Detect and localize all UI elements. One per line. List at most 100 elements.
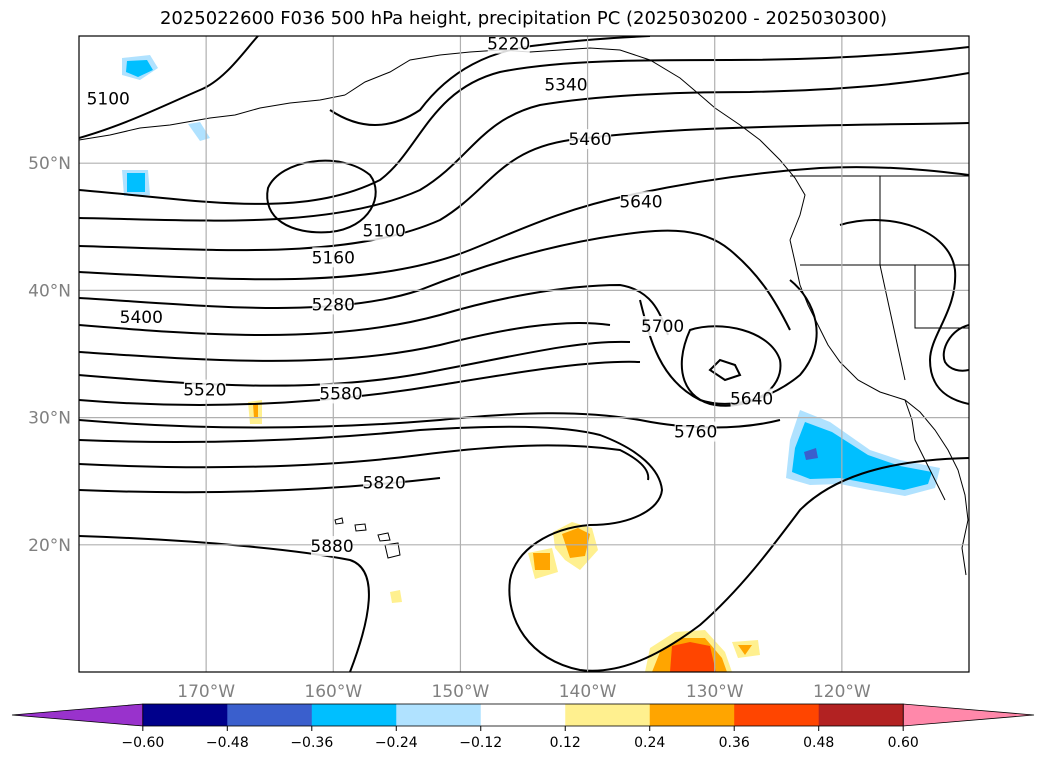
lon-tick-label: 150°W bbox=[432, 682, 490, 702]
baja-coast bbox=[904, 399, 946, 501]
colorbar-swatch bbox=[734, 704, 820, 726]
contour-5640 bbox=[79, 166, 969, 281]
contour-5580 bbox=[79, 360, 641, 406]
contour-label-bg bbox=[120, 307, 163, 328]
contour-5340 bbox=[79, 46, 969, 205]
contour-label-bg bbox=[619, 191, 662, 212]
contour-label-bg bbox=[730, 388, 773, 409]
lon-tick-label: 160°W bbox=[304, 682, 362, 702]
coastlines bbox=[79, 47, 969, 576]
colorbar-label: 0.12 bbox=[550, 735, 581, 751]
contour-label-bg bbox=[487, 36, 530, 54]
precip-positive-area bbox=[253, 404, 258, 418]
contour-label-bg bbox=[363, 472, 406, 493]
contour-5520 bbox=[79, 340, 631, 387]
contour-label-bg bbox=[312, 294, 355, 315]
contour-label: 5640 bbox=[619, 192, 662, 212]
contour-label: 5460 bbox=[568, 130, 611, 150]
precip-negative-area bbox=[188, 122, 210, 141]
contour-label-bg bbox=[641, 316, 684, 337]
contour-label: 5880 bbox=[310, 537, 353, 557]
contour-5160 bbox=[79, 229, 791, 331]
contour-label: 5100 bbox=[363, 222, 406, 242]
colorbar-extend-max bbox=[902, 703, 1035, 727]
colorbar-swatch bbox=[818, 704, 904, 726]
contour-5760-east bbox=[839, 219, 969, 405]
precip-negative-area bbox=[792, 422, 932, 490]
contour-label: 5640 bbox=[730, 390, 773, 410]
contour-5820 bbox=[79, 425, 969, 672]
contour-5100-low bbox=[266, 159, 377, 234]
contour-5580-north bbox=[79, 122, 969, 252]
map-frame bbox=[78, 35, 970, 673]
contour-labels: 5100 5220 5340 5460 5640 5100 5160 5280 5400 5700… bbox=[87, 35, 773, 557]
lat-tick-label: 20°N bbox=[28, 536, 71, 556]
colorbar-label: 0.48 bbox=[803, 735, 834, 751]
north-america-west-coast bbox=[789, 239, 969, 576]
map-area: 5100 5220 5340 5460 5640 5100 5160 5280 5400 5700… bbox=[79, 35, 969, 672]
precip-positive-area bbox=[390, 590, 402, 603]
axis-tick-labels: 170°W 160°W 150°W 140°W 130°W 120°W 20°N 30°N 40… bbox=[28, 154, 871, 702]
contour-label: 5100 bbox=[87, 89, 130, 109]
contour-label-bg bbox=[311, 536, 354, 557]
contour-label: 5160 bbox=[312, 248, 355, 268]
precip-positive-area bbox=[562, 528, 590, 558]
colorbar-swatch bbox=[565, 704, 651, 726]
precip-positive-area bbox=[670, 642, 716, 672]
precip-negative-area bbox=[127, 173, 145, 192]
height-contours bbox=[79, 36, 969, 672]
colorbar-label: −0.12 bbox=[459, 735, 502, 751]
contour-label: 5220 bbox=[487, 35, 530, 55]
contour-label-bg bbox=[544, 74, 587, 95]
aleutian-coast bbox=[79, 94, 346, 141]
colorbar-swatch bbox=[396, 704, 482, 726]
lat-tick-label: 30°N bbox=[28, 409, 71, 429]
colorbar-label: 0.60 bbox=[888, 735, 919, 751]
contour-label-bg bbox=[183, 379, 226, 400]
lon-tick-label: 170°W bbox=[177, 682, 235, 702]
contour-label: 5700 bbox=[641, 317, 684, 337]
colorbar-label: −0.48 bbox=[206, 735, 249, 751]
colorbar-label: −0.24 bbox=[375, 735, 418, 751]
colorbar-swatch bbox=[142, 704, 228, 726]
contour-label: 5760 bbox=[674, 423, 717, 443]
colorbar-label: −0.36 bbox=[290, 735, 333, 751]
map-title: 2025022600 F036 500 hPa height, precipit… bbox=[159, 8, 888, 29]
contour-label: 5400 bbox=[120, 308, 163, 328]
contour-label-bg bbox=[363, 220, 406, 241]
contour-label: 5520 bbox=[183, 381, 226, 401]
colorbar-extend-min bbox=[11, 703, 144, 727]
contour-label: 5340 bbox=[544, 75, 587, 95]
precip-negative-area bbox=[126, 60, 153, 77]
lat-tick-label: 40°N bbox=[28, 281, 71, 301]
colorbar-swatch bbox=[227, 704, 313, 726]
contour-5940 bbox=[79, 535, 370, 672]
contour-5220 bbox=[329, 36, 651, 126]
hawaii-islands bbox=[334, 517, 401, 559]
contour-5760-edge bbox=[942, 324, 969, 372]
lon-tick-label: 120°W bbox=[813, 682, 871, 702]
colorbar-label: −0.60 bbox=[121, 735, 164, 751]
contour-5460 bbox=[79, 72, 969, 222]
colorbar: −0.60 −0.48 −0.36 −0.24 −0.12 0.12 0.24 0.36 0.4… bbox=[11, 703, 1035, 751]
lon-tick-label: 140°W bbox=[559, 682, 617, 702]
colorbar-label: 0.36 bbox=[719, 735, 750, 751]
colorbar-swatch bbox=[311, 704, 397, 726]
precip-negative-area bbox=[804, 448, 818, 460]
contour-label-bg bbox=[569, 129, 612, 150]
lon-tick-label: 130°W bbox=[686, 682, 744, 702]
precip-positive-area bbox=[738, 645, 752, 655]
contour-label: 5580 bbox=[319, 384, 362, 404]
contour-5700-inner bbox=[708, 358, 742, 382]
colorbar-label: 0.24 bbox=[634, 735, 665, 751]
contour-5880 bbox=[79, 444, 650, 481]
contour-label-bg bbox=[87, 88, 130, 109]
contour-label-bg bbox=[674, 421, 717, 442]
colorbar-swatch bbox=[649, 704, 735, 726]
contour-label-bg bbox=[319, 383, 362, 404]
contour-5400 bbox=[79, 321, 611, 362]
contour-5100-north bbox=[79, 36, 259, 139]
contour-label-bg bbox=[312, 247, 355, 268]
contour-label: 5820 bbox=[363, 473, 406, 493]
